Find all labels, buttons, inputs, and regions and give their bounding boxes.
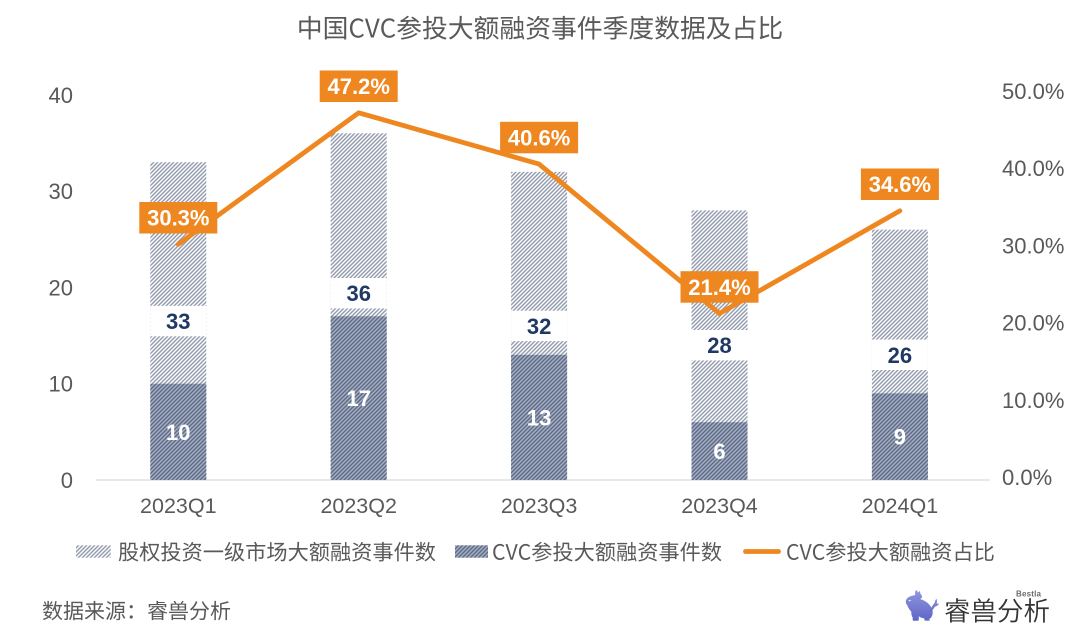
svg-text:0.0%: 0.0% bbox=[1002, 465, 1052, 490]
svg-text:20.0%: 20.0% bbox=[1002, 311, 1064, 336]
svg-text:40.6%: 40.6% bbox=[508, 125, 570, 150]
svg-text:26: 26 bbox=[888, 343, 912, 368]
svg-text:40: 40 bbox=[49, 83, 73, 108]
svg-text:13: 13 bbox=[527, 405, 551, 430]
svg-text:2023Q3: 2023Q3 bbox=[501, 494, 578, 518]
svg-text:17: 17 bbox=[346, 386, 370, 411]
svg-text:34.6%: 34.6% bbox=[869, 172, 931, 197]
svg-text:40.0%: 40.0% bbox=[1002, 156, 1064, 181]
svg-text:Bestla: Bestla bbox=[1016, 590, 1042, 599]
svg-text:28: 28 bbox=[707, 333, 731, 358]
svg-text:30.0%: 30.0% bbox=[1002, 233, 1064, 258]
svg-text:2023Q4: 2023Q4 bbox=[681, 494, 758, 518]
svg-text:36: 36 bbox=[346, 281, 370, 306]
svg-text:2023Q1: 2023Q1 bbox=[140, 494, 217, 518]
svg-text:47.2%: 47.2% bbox=[328, 74, 390, 99]
svg-text:32: 32 bbox=[527, 314, 551, 339]
svg-text:9: 9 bbox=[894, 425, 906, 450]
svg-text:10: 10 bbox=[49, 372, 73, 397]
svg-text:10: 10 bbox=[166, 420, 190, 445]
svg-text:21.4%: 21.4% bbox=[688, 275, 750, 300]
svg-text:2023Q2: 2023Q2 bbox=[320, 494, 397, 518]
svg-text:10.0%: 10.0% bbox=[1002, 388, 1064, 413]
svg-text:2024Q1: 2024Q1 bbox=[862, 494, 939, 518]
svg-text:50.0%: 50.0% bbox=[1002, 79, 1064, 104]
svg-text:33: 33 bbox=[166, 309, 190, 334]
svg-text:30.3%: 30.3% bbox=[147, 206, 209, 231]
svg-text:20: 20 bbox=[49, 275, 73, 300]
svg-text:6: 6 bbox=[713, 439, 725, 464]
svg-text:30: 30 bbox=[49, 179, 73, 204]
svg-text:0: 0 bbox=[61, 468, 73, 493]
